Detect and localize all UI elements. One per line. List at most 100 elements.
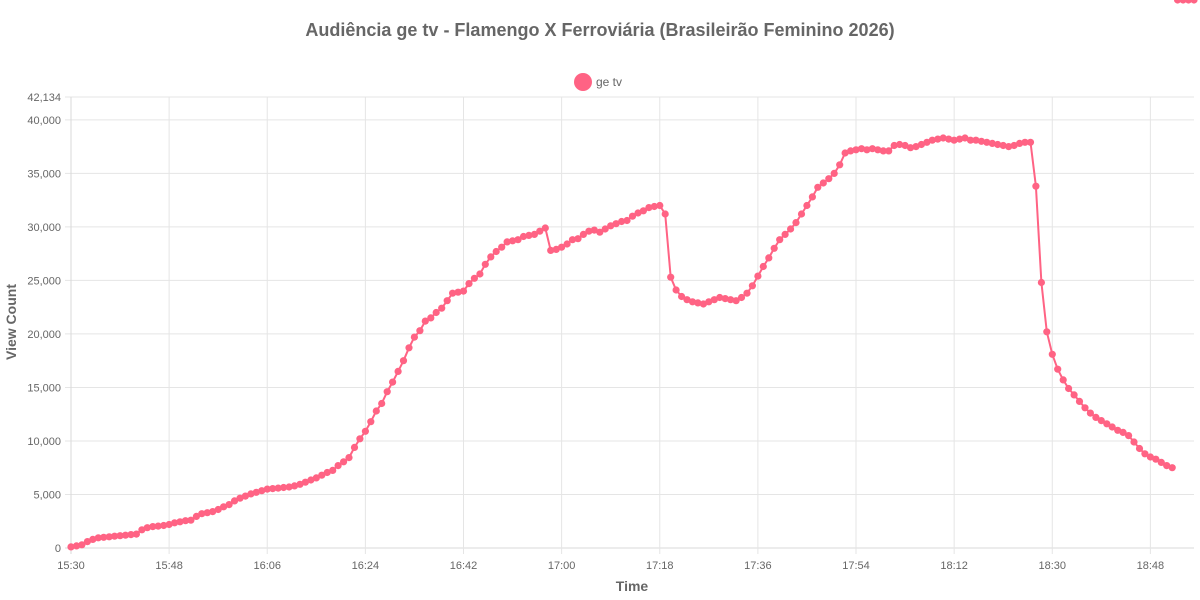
data-point[interactable] xyxy=(280,483,288,492)
data-point[interactable] xyxy=(934,135,942,143)
data-point[interactable] xyxy=(94,534,102,542)
data-point[interactable] xyxy=(536,227,544,235)
data-point[interactable] xyxy=(590,226,598,234)
data-point[interactable] xyxy=(171,519,179,527)
data-point[interactable] xyxy=(710,296,718,304)
data-point[interactable] xyxy=(1037,278,1045,287)
data-point[interactable] xyxy=(950,136,958,144)
data-point[interactable] xyxy=(1125,432,1133,440)
data-point[interactable] xyxy=(841,149,849,157)
data-point[interactable] xyxy=(721,295,729,303)
data-point[interactable] xyxy=(230,497,239,505)
data-point[interactable] xyxy=(389,378,397,386)
data-point[interactable] xyxy=(361,427,369,435)
data-point[interactable] xyxy=(1016,139,1024,147)
data-point[interactable] xyxy=(296,480,304,488)
data-point[interactable] xyxy=(1086,409,1094,417)
data-point[interactable] xyxy=(67,543,75,551)
data-point[interactable] xyxy=(1174,0,1182,4)
data-point[interactable] xyxy=(596,228,604,236)
data-point[interactable] xyxy=(154,522,162,530)
data-point[interactable] xyxy=(1108,423,1116,431)
data-point[interactable] xyxy=(748,282,757,290)
data-point[interactable] xyxy=(459,287,468,295)
data-point[interactable] xyxy=(541,224,549,232)
data-point[interactable] xyxy=(607,222,615,230)
data-point[interactable] xyxy=(176,518,184,526)
data-point[interactable] xyxy=(1168,464,1176,472)
data-point[interactable] xyxy=(1092,413,1100,421)
data-point[interactable] xyxy=(181,517,190,525)
data-point[interactable] xyxy=(694,299,702,307)
data-point[interactable] xyxy=(901,141,909,150)
data-point[interactable] xyxy=(1021,138,1029,146)
data-point[interactable] xyxy=(678,292,686,301)
data-point[interactable] xyxy=(1026,138,1035,146)
data-point[interactable] xyxy=(1043,328,1051,336)
data-point[interactable] xyxy=(449,289,457,297)
data-point[interactable] xyxy=(252,488,260,496)
data-point[interactable] xyxy=(1032,182,1040,190)
data-point[interactable] xyxy=(792,219,800,227)
data-point[interactable] xyxy=(340,458,348,466)
data-point[interactable] xyxy=(427,314,435,322)
data-point[interactable] xyxy=(1114,426,1122,434)
data-point[interactable] xyxy=(1081,404,1089,412)
data-point[interactable] xyxy=(487,253,495,261)
data-point[interactable] xyxy=(961,134,969,142)
data-point[interactable] xyxy=(618,217,626,226)
data-point[interactable] xyxy=(988,139,996,147)
data-point[interactable] xyxy=(301,478,309,486)
data-point[interactable] xyxy=(825,175,833,183)
data-point[interactable] xyxy=(530,230,539,238)
data-point[interactable] xyxy=(416,327,424,335)
data-point[interactable] xyxy=(1135,444,1144,453)
data-point[interactable] xyxy=(1179,0,1187,4)
data-point[interactable] xyxy=(917,140,926,149)
data-point[interactable] xyxy=(334,462,342,470)
data-point[interactable] xyxy=(290,482,299,490)
data-point[interactable] xyxy=(819,179,827,187)
data-point[interactable] xyxy=(116,532,124,540)
data-point[interactable] xyxy=(285,483,293,491)
data-point[interactable] xyxy=(912,143,920,151)
data-point[interactable] xyxy=(830,169,838,177)
data-point[interactable] xyxy=(661,210,669,218)
data-point[interactable] xyxy=(563,240,571,248)
data-point[interactable] xyxy=(89,535,97,544)
data-point[interactable] xyxy=(1184,0,1193,4)
data-point[interactable] xyxy=(896,140,904,149)
data-point[interactable] xyxy=(263,485,271,493)
data-point[interactable] xyxy=(350,443,359,451)
data-point[interactable] xyxy=(143,524,151,532)
data-point[interactable] xyxy=(847,147,855,155)
data-point[interactable] xyxy=(645,204,653,212)
data-point[interactable] xyxy=(1141,450,1149,458)
data-point[interactable] xyxy=(765,254,773,262)
data-point[interactable] xyxy=(759,262,767,271)
data-point[interactable] xyxy=(1070,391,1078,399)
data-point[interactable] xyxy=(356,435,364,443)
data-point[interactable] xyxy=(906,144,915,152)
data-point[interactable] xyxy=(863,146,871,154)
data-point[interactable] xyxy=(814,183,822,191)
data-point[interactable] xyxy=(574,235,582,243)
data-point[interactable] xyxy=(247,490,255,498)
data-point[interactable] xyxy=(612,220,620,228)
data-point[interactable] xyxy=(514,236,522,244)
data-point[interactable] xyxy=(836,161,844,169)
data-point[interactable] xyxy=(650,202,658,211)
data-point[interactable] xyxy=(874,146,882,154)
data-point[interactable] xyxy=(258,487,266,495)
data-point[interactable] xyxy=(776,236,784,244)
data-point[interactable] xyxy=(508,237,517,245)
data-point[interactable] xyxy=(187,516,195,524)
data-point[interactable] xyxy=(476,270,484,278)
data-point[interactable] xyxy=(972,136,980,144)
data-point[interactable] xyxy=(432,308,440,317)
data-point[interactable] xyxy=(198,510,206,518)
data-point[interactable] xyxy=(192,512,200,521)
data-point[interactable] xyxy=(716,293,724,302)
data-point[interactable] xyxy=(312,474,320,482)
data-point[interactable] xyxy=(209,508,217,516)
